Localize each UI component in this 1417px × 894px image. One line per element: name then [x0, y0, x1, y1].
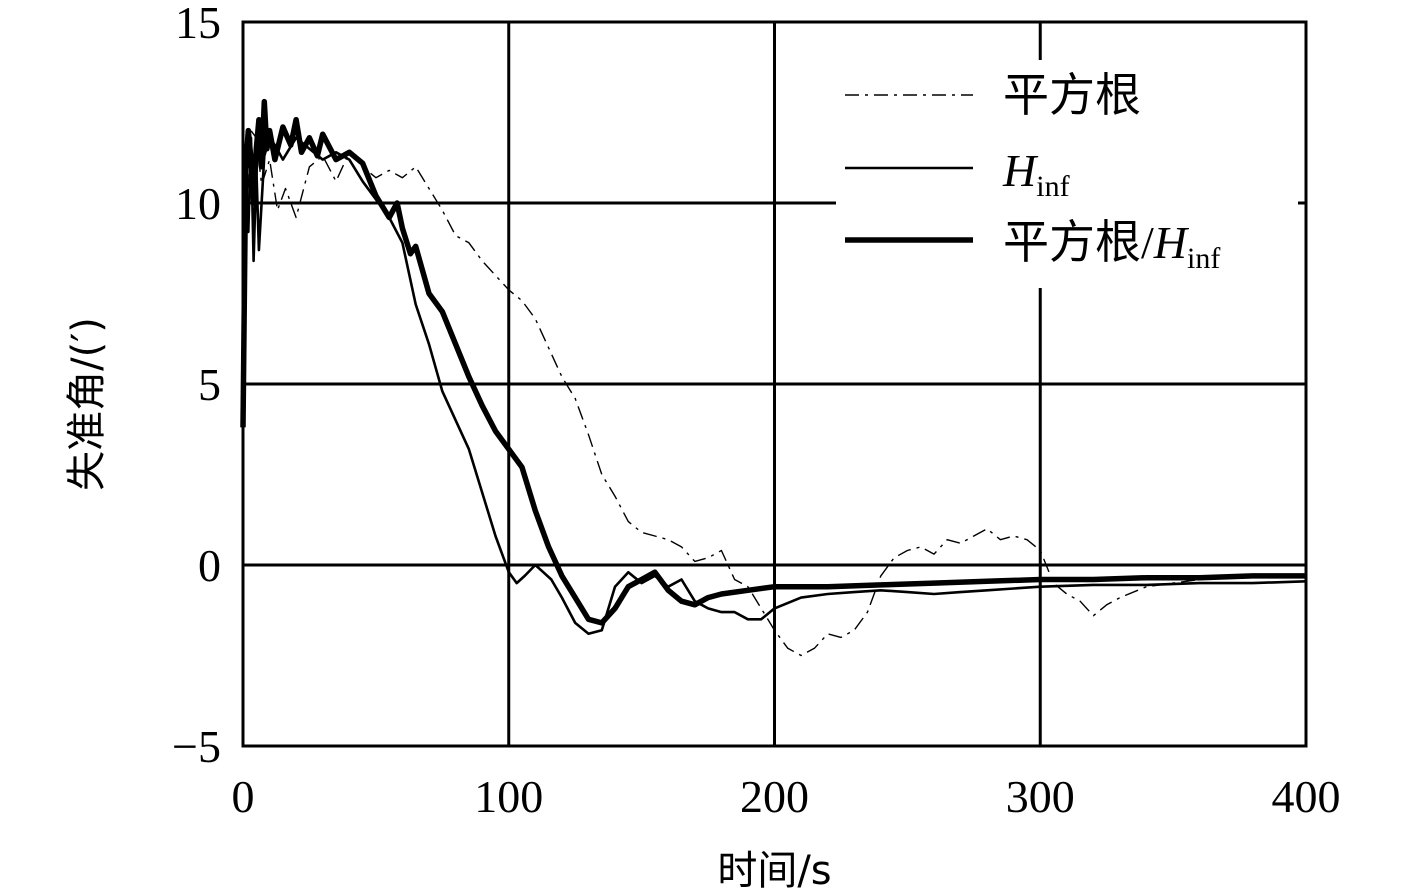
series-line-1	[241, 136, 1307, 636]
legend: 平方根 Hinf 平方根/Hinf	[836, 60, 1298, 288]
legend-label-sqrt-main: 平方根	[1003, 70, 1141, 121]
x-axis-label: 时间/s	[717, 848, 831, 894]
legend-label-combined-main: 平方根/	[1003, 217, 1154, 268]
legend-background	[836, 60, 1298, 288]
y-tick-label: 5	[198, 359, 221, 410]
plot-frame	[241, 20, 1308, 748]
y-tick-label: −5	[172, 721, 221, 772]
series-line-2	[240, 98, 1306, 626]
x-tick-label: 0	[232, 771, 255, 822]
y-tick-label: 0	[198, 540, 221, 591]
legend-label-combined: 平方根/Hinf	[1003, 217, 1220, 275]
x-tick-labels: 0 100 200 300 400	[232, 771, 1341, 822]
x-tick-label: 100	[474, 771, 543, 822]
x-tick-label: 400	[1272, 771, 1341, 822]
legend-label-hinf-main: H	[1002, 145, 1039, 196]
y-tick-label: 10	[175, 178, 221, 229]
legend-label-hinf: Hinf	[1002, 145, 1070, 203]
y-axis-label: 失准角/(′)	[64, 317, 110, 491]
y-tick-label: 15	[175, 0, 221, 48]
legend-label-combined-italic: H	[1153, 217, 1190, 268]
y-tick-labels: −5 0 5 10 15	[172, 0, 221, 772]
x-tick-label: 300	[1006, 771, 1075, 822]
series-line-0	[242, 129, 1306, 657]
legend-label-hinf-sub: inf	[1036, 170, 1069, 203]
legend-label-sqrt: 平方根	[1003, 70, 1141, 121]
x-tick-label: 200	[740, 771, 809, 822]
data-series	[240, 98, 1307, 657]
legend-label-combined-sub: inf	[1187, 242, 1220, 275]
